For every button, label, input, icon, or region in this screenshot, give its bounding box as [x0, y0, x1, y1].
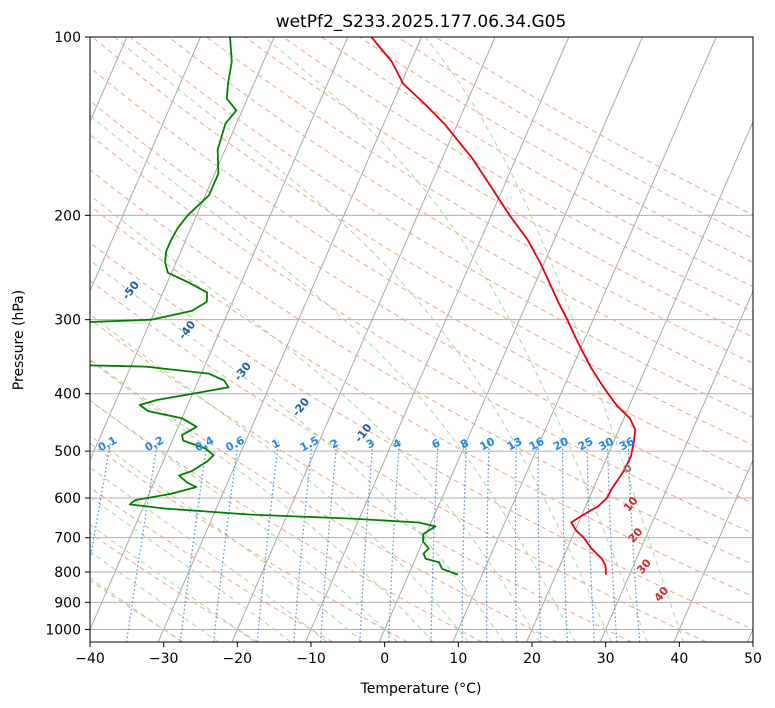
mixing-ratio-label: 36 — [617, 435, 637, 454]
isotherm-line — [452, 37, 717, 642]
moist-adiabat-line — [114, 37, 612, 642]
dry-adiabat-line — [90, 100, 753, 504]
mixing-ratio-label: 16 — [527, 435, 547, 454]
mixing-ratio-label: 30 — [596, 435, 616, 454]
moist-adiabat-line — [90, 313, 469, 642]
x-tick-label: 0 — [380, 651, 389, 667]
x-tick-label: 30 — [597, 651, 615, 667]
mixing-ratio-line — [179, 440, 209, 642]
x-tick-label: 50 — [744, 651, 762, 667]
mixing-ratio-line — [561, 440, 568, 642]
mixing-ratio-line — [461, 440, 468, 642]
x-tick-label: −30 — [149, 651, 179, 667]
dry-adiabat-line — [90, 358, 558, 642]
mixing-ratio-line — [256, 440, 280, 642]
x-tick-label: −40 — [75, 651, 105, 667]
mixing-ratio-line — [388, 440, 401, 642]
moist-adiabat-line — [263, 37, 648, 642]
y-tick-label: 500 — [54, 444, 81, 460]
x-tick-label: 20 — [523, 651, 541, 667]
dry-adiabat-line — [91, 37, 753, 446]
mixing-ratio-line — [537, 440, 542, 642]
moist-adiabat-line — [90, 399, 398, 642]
mixing-ratio-line — [514, 440, 518, 642]
dry-adiabat-line — [90, 241, 753, 630]
x-axis: −40 −30 −20 −10 0 10 20 30 40 50 — [75, 642, 762, 667]
dewpoint-series-line — [90, 37, 459, 576]
moist-adiabat-line — [90, 577, 182, 642]
isotherm-line — [673, 458, 753, 642]
mixing-ratio-line — [90, 440, 112, 564]
mixing-ratio-line — [586, 440, 595, 642]
mixing-ratio-line — [320, 440, 338, 642]
isotherm-line — [305, 37, 570, 642]
mixing-ratio-lines — [90, 440, 641, 642]
y-tick-label: 600 — [54, 491, 81, 507]
isotherm-line — [599, 289, 753, 642]
moist-adiabat-line — [90, 259, 505, 642]
dry-adiabat-line — [244, 37, 753, 338]
moist-adiabats — [90, 37, 685, 642]
isotherm-line — [90, 37, 201, 293]
chart-title: wetPf2_S233.2025.177.06.34.G05 — [276, 12, 567, 32]
temperature-series-line — [370, 37, 637, 575]
moist-adiabat-line — [90, 524, 255, 642]
mixing-ratio-line — [126, 440, 159, 642]
y-tick-label: 200 — [54, 208, 81, 224]
profile-series — [90, 37, 637, 576]
mixing-ratio-line — [627, 440, 641, 642]
x-tick-label: 40 — [670, 651, 688, 667]
plot-frame — [89, 36, 754, 643]
dry-adiabat-line — [90, 400, 483, 642]
isotherm-grid — [90, 37, 753, 642]
mixing-ratio-label: 20 — [551, 435, 571, 454]
x-tick-label: −20 — [223, 651, 253, 667]
isotherm-line — [231, 37, 496, 642]
y-tick-label: 1000 — [45, 622, 81, 638]
dry-adiabat-line — [90, 169, 753, 566]
mixing-ratio-line — [486, 440, 490, 642]
mixing-ratio-line — [606, 440, 618, 642]
plot-area: 0.10.20.40.611.52346810131620253036-100-… — [90, 37, 753, 642]
x-axis-label: Temperature (°C) — [360, 681, 482, 697]
y-tick-label: 100 — [54, 30, 81, 46]
dry-adiabat-line — [90, 204, 753, 598]
y-tick-label: 400 — [54, 387, 81, 403]
dry-adiabat-line — [90, 134, 753, 535]
dry-adiabats — [90, 37, 753, 642]
y-axis-label: Pressure (hPa) — [11, 290, 27, 390]
y-tick-label: 300 — [54, 313, 81, 329]
dry-adiabat-line — [90, 279, 707, 642]
dry-adiabat-line — [168, 37, 753, 391]
x-tick-label: 10 — [449, 651, 467, 667]
dry-adiabat-line — [90, 486, 333, 642]
isotherm-line — [90, 37, 349, 631]
moist-adiabat-line — [90, 114, 576, 642]
moist-adiabat-line — [424, 37, 685, 642]
dry-adiabat-line — [90, 579, 184, 642]
y-axis: 100 200 300 400 500 600 700 800 900 1000 — [45, 30, 90, 638]
moist-adiabat-line — [90, 194, 540, 642]
moist-adiabat-line — [90, 434, 363, 642]
y-tick-label: 900 — [54, 595, 81, 611]
moist-adiabat-line — [90, 359, 434, 642]
y-tick-label: 700 — [54, 531, 81, 547]
mixing-ratio-line — [293, 440, 313, 642]
mixing-ratio-line — [430, 440, 439, 642]
dry-adiabat-line — [282, 37, 753, 313]
x-tick-label: −10 — [296, 651, 326, 667]
mixing-ratio-line — [212, 440, 239, 642]
mixing-ratio-line — [359, 440, 374, 642]
dry-adiabat-line — [90, 442, 408, 642]
moist-adiabat-line — [90, 550, 219, 642]
isotherm-line — [90, 37, 275, 462]
y-tick-label: 800 — [54, 565, 81, 581]
isotherm-line — [526, 120, 753, 642]
mixing-ratio-label: 10 — [477, 435, 497, 454]
mixing-ratio-label: 25 — [576, 435, 596, 454]
dry-adiabat-line — [90, 318, 632, 642]
mixing-ratio-label: 13 — [505, 435, 525, 454]
